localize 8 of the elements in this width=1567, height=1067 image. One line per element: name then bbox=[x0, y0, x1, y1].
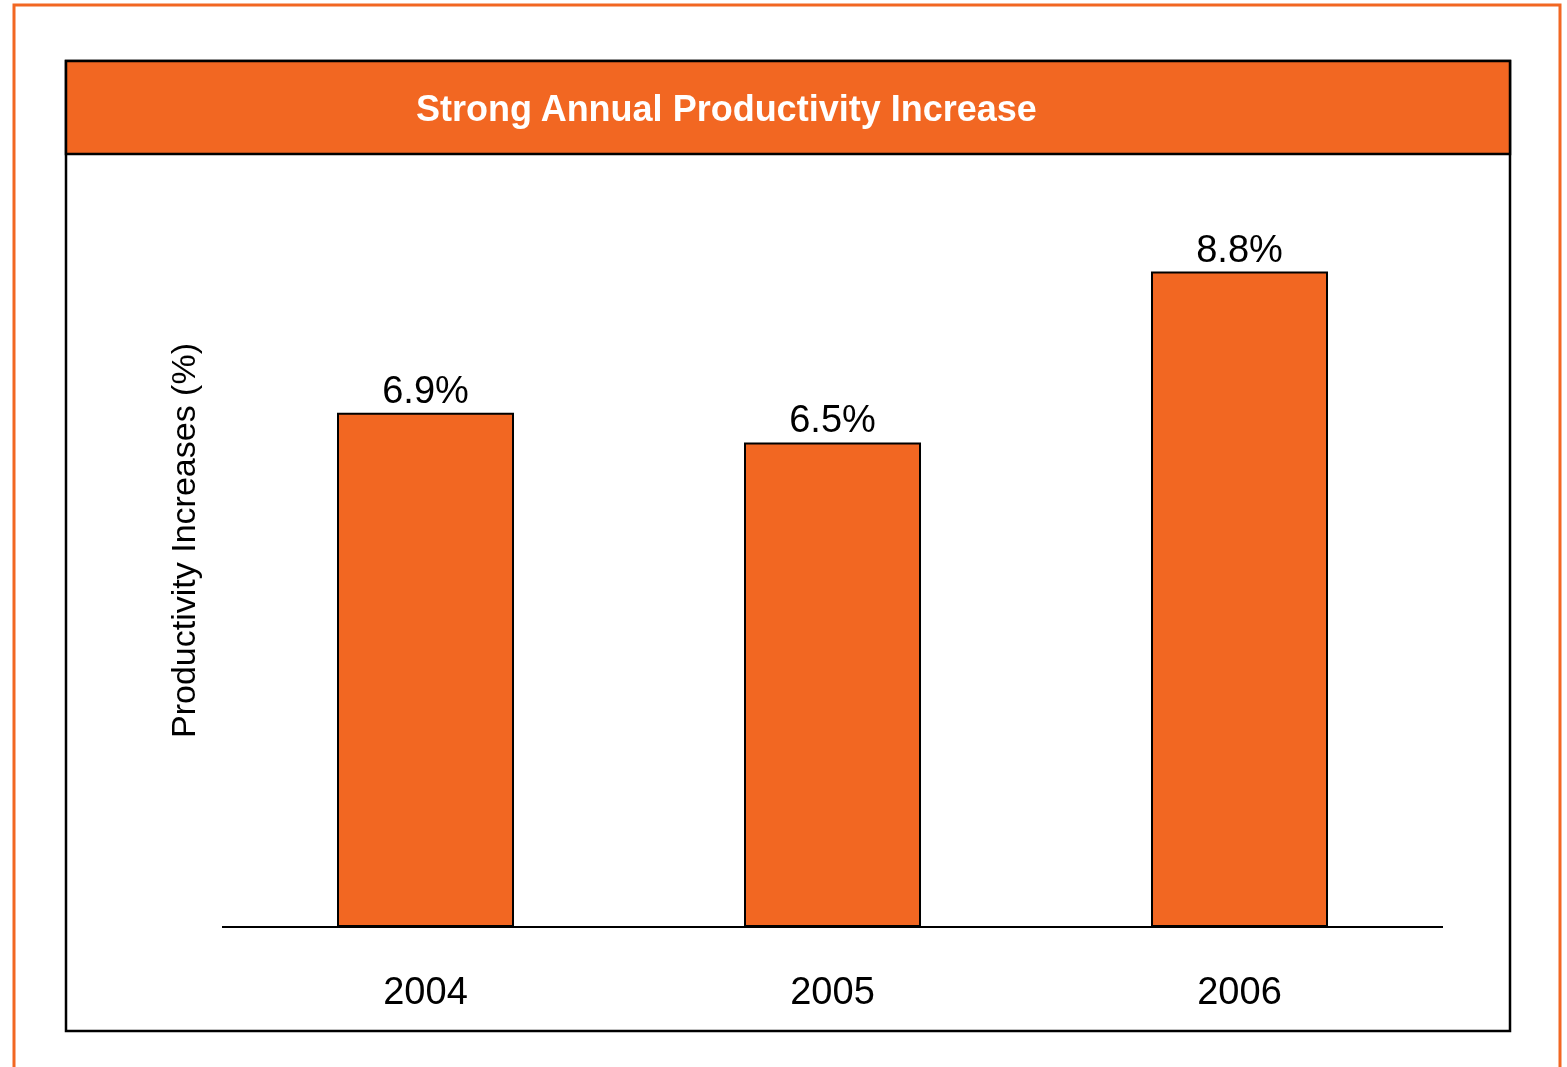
x-tick-label: 2005 bbox=[790, 969, 875, 1012]
chart-title: Strong Annual Productivity Increase bbox=[415, 87, 1037, 129]
x-tick-label: 2006 bbox=[1197, 969, 1282, 1012]
y-axis-title: Productivity Increases (%) bbox=[163, 343, 202, 738]
data-label: 8.8% bbox=[1196, 227, 1283, 270]
data-label: 6.5% bbox=[789, 398, 876, 441]
data-label: 6.9% bbox=[382, 368, 469, 411]
x-tick-label: 2004 bbox=[383, 969, 468, 1012]
